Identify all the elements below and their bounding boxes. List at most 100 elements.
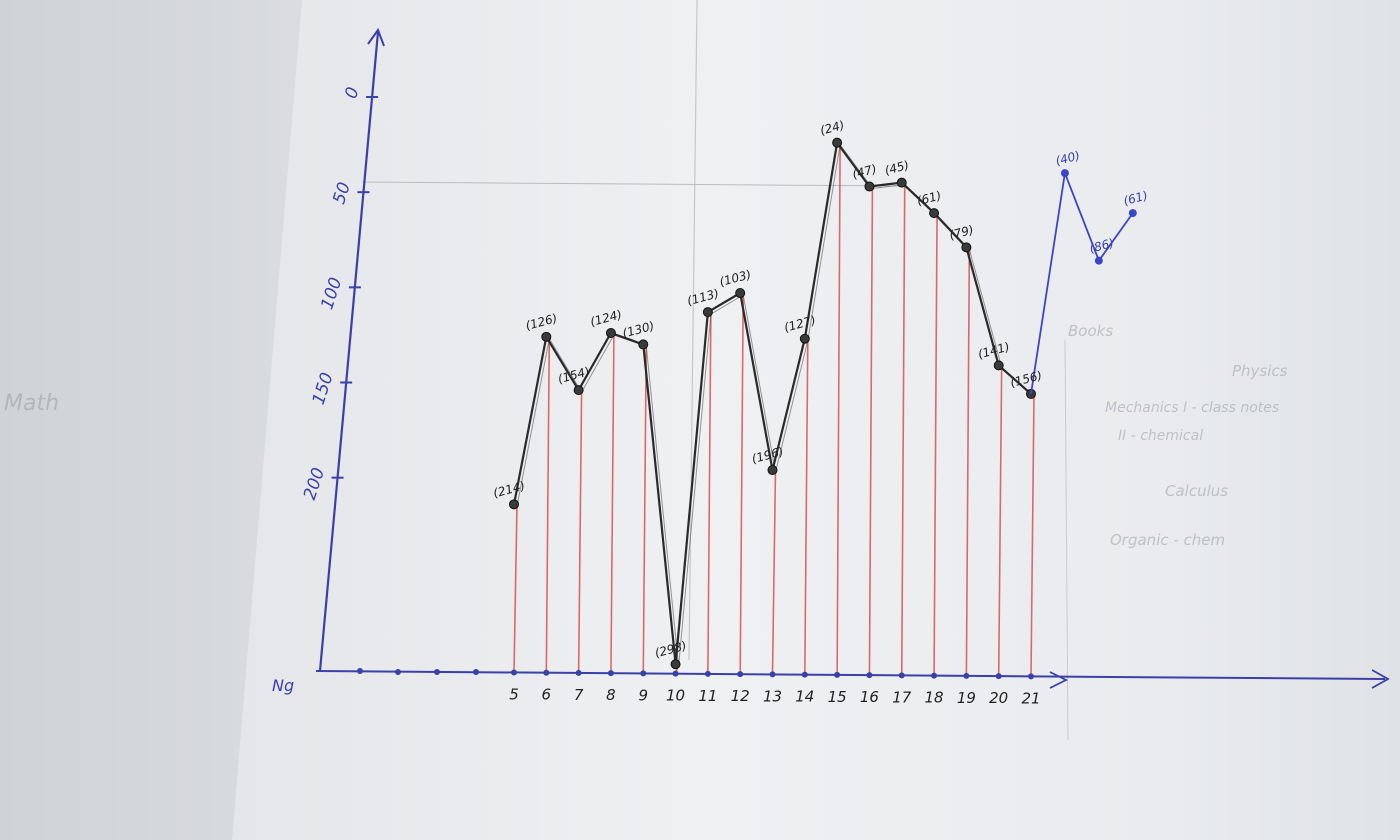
drop-line bbox=[545, 336, 551, 673]
x-tick bbox=[866, 672, 873, 679]
x-tick bbox=[511, 669, 517, 676]
data-point bbox=[541, 331, 552, 342]
x-tick-label: 15 bbox=[828, 688, 847, 706]
y-tick-label: 200 bbox=[300, 465, 329, 502]
graph-sheet bbox=[232, 0, 1400, 840]
x-tick-label: 20 bbox=[989, 689, 1008, 707]
x-tick bbox=[607, 670, 614, 677]
axis-dot bbox=[395, 669, 401, 675]
x-tick-label: 18 bbox=[925, 689, 944, 707]
x-tick bbox=[704, 670, 711, 677]
drop-line bbox=[642, 344, 648, 674]
drop-line bbox=[900, 182, 906, 676]
ghost-note-line: Books bbox=[1068, 322, 1113, 340]
x-tick-label: 12 bbox=[731, 687, 750, 705]
extra-point-label: (61) bbox=[1122, 188, 1149, 208]
data-point bbox=[993, 360, 1004, 371]
drop-lines bbox=[513, 142, 1035, 677]
drop-line bbox=[739, 293, 744, 675]
x-tick bbox=[672, 670, 679, 677]
point-label: (61) bbox=[915, 188, 942, 208]
x-tick bbox=[769, 671, 776, 678]
extra-data-point bbox=[1094, 256, 1103, 265]
point-label: (126) bbox=[524, 311, 559, 333]
data-point bbox=[864, 181, 875, 192]
x-tick bbox=[898, 672, 905, 679]
data-series bbox=[509, 137, 1036, 670]
extra-points bbox=[1030, 169, 1137, 395]
data-point bbox=[961, 242, 972, 253]
point-label: (141) bbox=[976, 340, 1011, 362]
y-axis bbox=[318, 31, 380, 672]
extra-data-point bbox=[1060, 169, 1069, 178]
point-label: (47) bbox=[851, 162, 878, 182]
y-tick-label: 100 bbox=[317, 275, 346, 312]
point-label: (214) bbox=[492, 479, 527, 501]
point-label: (298) bbox=[653, 638, 688, 660]
extra-data-point bbox=[1128, 209, 1137, 218]
origin-label: Ng bbox=[272, 676, 294, 695]
x-tick-label: 14 bbox=[795, 688, 814, 706]
ghost-note-line: Physics bbox=[1232, 362, 1288, 380]
extra-point-label: (86) bbox=[1088, 236, 1115, 256]
point-label: (24) bbox=[819, 118, 846, 138]
x-tick-label: 10 bbox=[666, 687, 685, 705]
drop-line bbox=[997, 365, 1003, 677]
data-point bbox=[702, 307, 713, 318]
series-sketch-line bbox=[516, 143, 1035, 667]
extra-series-line bbox=[1030, 169, 1134, 395]
y-axis-ticks: 0 50 100 150 200 bbox=[300, 85, 379, 502]
data-point bbox=[832, 137, 843, 148]
x-axis-ticks: 5 6 7 8 9 10 11 12 13 14 15 16 17 18 19 20 21 bbox=[509, 669, 1041, 707]
point-label: (130) bbox=[621, 319, 656, 341]
data-point bbox=[573, 385, 584, 396]
ghost-note-line: Organic - chem bbox=[1110, 531, 1225, 549]
drop-line bbox=[868, 186, 874, 676]
x-tick-label: 6 bbox=[542, 686, 552, 704]
faint-ruled-line bbox=[361, 181, 906, 187]
point-label: (45) bbox=[883, 158, 910, 178]
axis-dot bbox=[434, 669, 440, 675]
data-point bbox=[799, 333, 810, 344]
x-tick-label: 7 bbox=[574, 686, 584, 704]
point-label: (113) bbox=[686, 286, 721, 308]
data-point bbox=[929, 208, 940, 219]
x-tick-label: 8 bbox=[606, 686, 616, 704]
x-tick bbox=[801, 671, 808, 678]
drop-line bbox=[965, 247, 971, 676]
x-tick-label: 19 bbox=[957, 689, 976, 707]
ghost-note-line: Math bbox=[4, 391, 59, 416]
x-tick-label: 11 bbox=[698, 687, 717, 705]
point-label: (156) bbox=[1009, 368, 1044, 390]
ghost-note-line: Mechanics I - class notes bbox=[1105, 400, 1279, 416]
x-tick-label: 17 bbox=[892, 688, 912, 706]
data-point bbox=[605, 328, 616, 339]
series-line bbox=[512, 141, 1032, 666]
fold-line bbox=[688, 0, 698, 661]
x-tick bbox=[737, 671, 744, 678]
x-tick bbox=[640, 670, 647, 677]
axis-dot bbox=[357, 668, 363, 674]
y-axis-arrow bbox=[367, 27, 385, 47]
x-axis-arrow bbox=[1049, 671, 1069, 689]
drop-line bbox=[771, 470, 777, 675]
x-tick bbox=[543, 669, 550, 676]
y-tick-label: 150 bbox=[309, 370, 338, 407]
x-tick bbox=[963, 672, 970, 679]
x-tick bbox=[995, 673, 1002, 680]
x-tick-label: 16 bbox=[860, 688, 879, 706]
data-point bbox=[509, 499, 519, 510]
x-tick bbox=[575, 669, 582, 676]
point-label: (196) bbox=[750, 444, 785, 466]
drop-line bbox=[1030, 393, 1035, 677]
data-point bbox=[638, 339, 649, 350]
data-point bbox=[670, 659, 681, 670]
extra-point-label: (40) bbox=[1054, 148, 1081, 168]
drop-line bbox=[577, 390, 583, 673]
y-tick-label: 0 bbox=[341, 85, 363, 101]
drop-line bbox=[804, 338, 809, 675]
drop-line bbox=[836, 142, 841, 675]
x-tick bbox=[1028, 673, 1034, 680]
chart-axes: Ng bbox=[272, 27, 1390, 695]
